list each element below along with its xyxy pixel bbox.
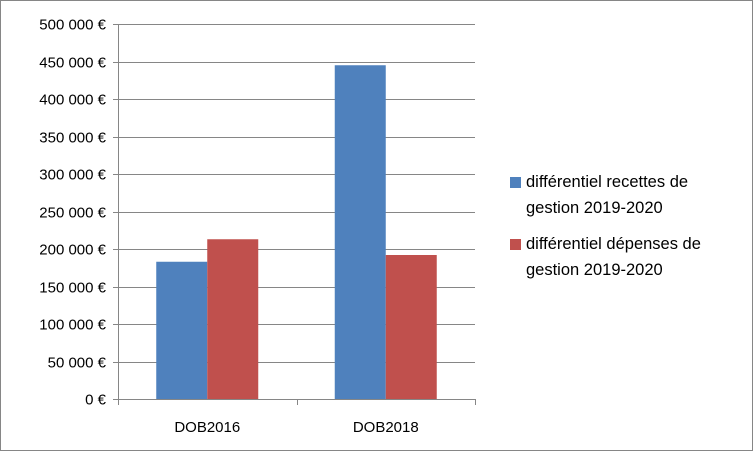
y-axis-tick-label: 500 000 €: [39, 17, 106, 34]
y-axis-tick-labels: 0 € 50 000 € 100 000 € 150 000 € 200 000 € 25…: [39, 17, 106, 409]
legend: différentiel recettes de gestion 2019-202…: [510, 173, 701, 279]
x-axis-tick-label: DOB2018: [353, 419, 419, 436]
y-axis-tick-label: 150 000 €: [39, 280, 106, 297]
y-axis-tick-label: 350 000 €: [39, 130, 106, 147]
legend-swatch: [510, 177, 521, 188]
y-axis-tick-label: 400 000 €: [39, 92, 106, 109]
bars: [156, 65, 437, 399]
bar-recettes-dob2018: [334, 65, 386, 399]
y-axis-tick-label: 200 000 €: [39, 242, 106, 259]
axes: [113, 24, 476, 405]
bar-recettes-dob2016: [156, 261, 208, 399]
y-axis-tick-label: 100 000 €: [39, 317, 106, 334]
legend-label: différentiel dépenses de gestion 2019-202…: [526, 235, 701, 279]
legend-label: différentiel recettes de gestion 2019-202…: [526, 173, 688, 217]
bar-depenses-dob2018: [385, 255, 437, 399]
y-axis-tick-label: 250 000 €: [39, 205, 106, 222]
bar-depenses-dob2016: [207, 239, 259, 399]
y-axis-tick-label: 300 000 €: [39, 167, 106, 184]
y-axis-tick-label: 50 000 €: [48, 355, 107, 372]
y-axis-tick-label: 0 €: [85, 392, 107, 409]
x-axis-tick-label: DOB2016: [174, 419, 240, 436]
y-axis-tick-label: 450 000 €: [39, 55, 106, 72]
x-axis-tick-labels: DOB2016 DOB2018: [174, 419, 418, 436]
legend-swatch: [510, 239, 521, 250]
